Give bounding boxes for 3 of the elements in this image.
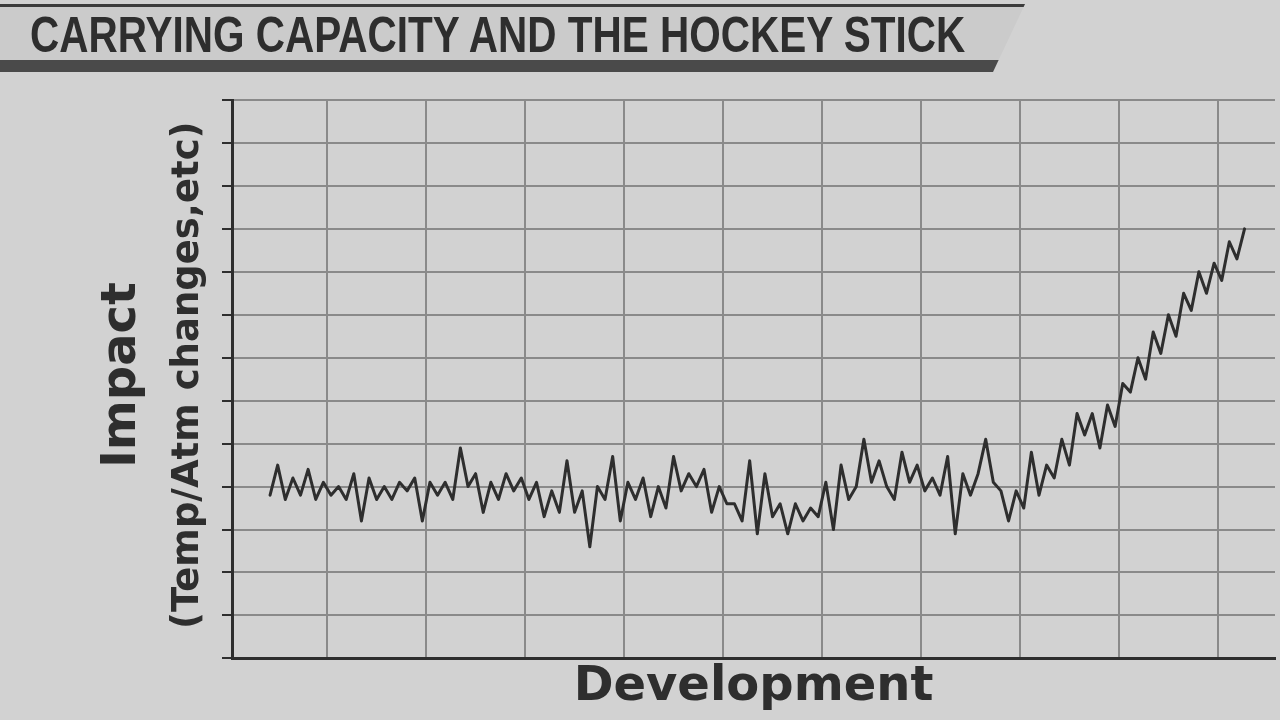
- chart-title: CARRYING CAPACITY AND THE HOCKEY STICK: [30, 7, 966, 63]
- x-axis-title: Development: [573, 654, 934, 711]
- y-axis-title: Impact (Temp/Atm changes,etc): [89, 120, 208, 631]
